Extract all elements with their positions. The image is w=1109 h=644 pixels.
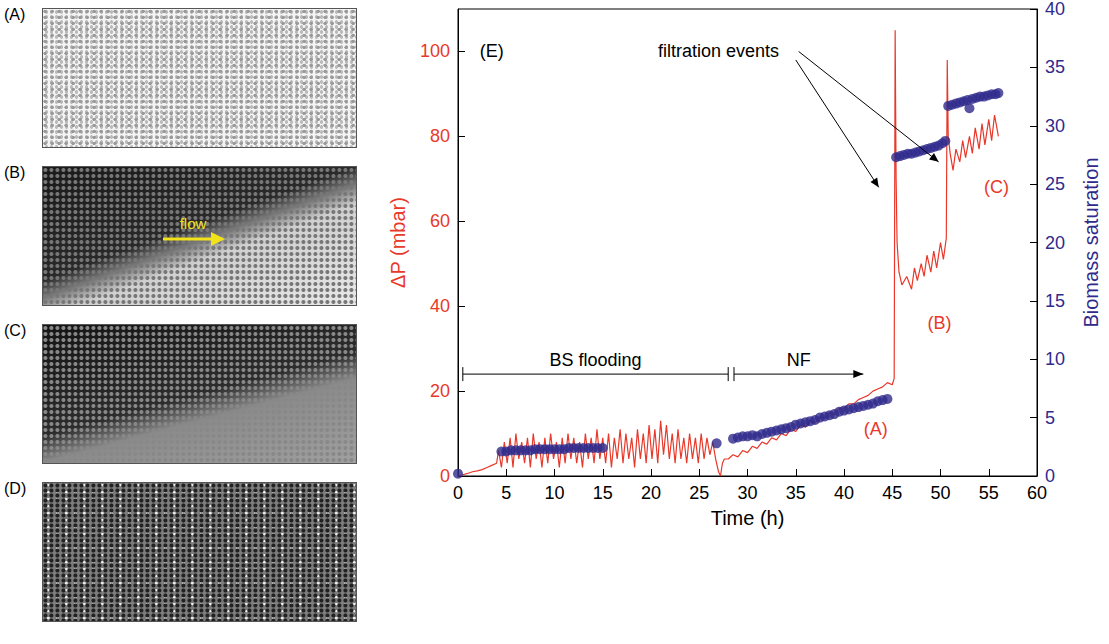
svg-text:Time (h): Time (h): [711, 507, 785, 529]
svg-text:flow: flow: [180, 215, 207, 232]
svg-text:30: 30: [1045, 116, 1065, 136]
svg-text:60: 60: [430, 211, 450, 231]
svg-text:ΔP (mbar): ΔP (mbar): [387, 197, 409, 288]
html-text:(B): (B): [4, 164, 26, 181]
svg-text:15: 15: [593, 483, 613, 503]
svg-text:0: 0: [440, 466, 450, 486]
svg-text:NF: NF: [787, 350, 811, 370]
svg-text:BS flooding: BS flooding: [549, 350, 641, 370]
svg-text:50: 50: [930, 483, 950, 503]
svg-text:40: 40: [1045, 0, 1065, 19]
svg-text:Biomass saturation: Biomass saturation: [1080, 157, 1102, 327]
svg-text:30: 30: [737, 483, 757, 503]
svg-text:20: 20: [1045, 233, 1065, 253]
svg-text:40: 40: [430, 296, 450, 316]
svg-text:(C): (C): [984, 177, 1009, 197]
svg-text:55: 55: [979, 483, 999, 503]
svg-text:(A): (A): [864, 419, 888, 439]
svg-text:45: 45: [882, 483, 902, 503]
svg-text:25: 25: [1045, 174, 1065, 194]
svg-text:5: 5: [1045, 408, 1055, 428]
svg-text:10: 10: [544, 483, 564, 503]
svg-text:15: 15: [1045, 291, 1065, 311]
svg-text:40: 40: [834, 483, 854, 503]
svg-text:20: 20: [430, 381, 450, 401]
svg-text:5: 5: [501, 483, 511, 503]
svg-text:100: 100: [420, 41, 450, 61]
svg-text:25: 25: [689, 483, 709, 503]
svg-text:60: 60: [1027, 483, 1047, 503]
svg-text:filtration events: filtration events: [658, 41, 779, 61]
svg-text:80: 80: [430, 126, 450, 146]
svg-text:35: 35: [1045, 57, 1065, 77]
svg-text:20: 20: [641, 483, 661, 503]
svg-text:35: 35: [786, 483, 806, 503]
svg-text:0: 0: [1045, 466, 1055, 486]
html-text:(D): (D): [4, 480, 27, 497]
svg-text:(B): (B): [928, 313, 952, 333]
html-text:(A): (A): [4, 6, 26, 23]
svg-text:0: 0: [453, 483, 463, 503]
html-text:(C): (C): [4, 322, 27, 339]
svg-text:(E): (E): [480, 41, 504, 61]
svg-text:10: 10: [1045, 349, 1065, 369]
